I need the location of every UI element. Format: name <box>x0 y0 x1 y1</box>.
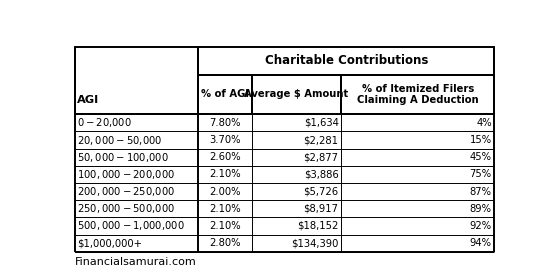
Text: 94%: 94% <box>470 238 492 248</box>
Text: $2,281: $2,281 <box>304 135 339 145</box>
Text: $2,877: $2,877 <box>304 152 339 162</box>
Text: $100,000 - $200,000: $100,000 - $200,000 <box>77 168 175 181</box>
Text: $1,000,000+: $1,000,000+ <box>77 238 142 248</box>
Text: 2.60%: 2.60% <box>209 152 241 162</box>
Text: $18,152: $18,152 <box>297 221 339 231</box>
Text: 4%: 4% <box>476 118 492 128</box>
Text: 2.80%: 2.80% <box>209 238 241 248</box>
Text: 92%: 92% <box>470 221 492 231</box>
Text: 7.80%: 7.80% <box>209 118 241 128</box>
Text: $50,000 - $100,000: $50,000 - $100,000 <box>77 151 169 164</box>
Text: $5,726: $5,726 <box>304 187 339 197</box>
Text: $250,000 - $500,000: $250,000 - $500,000 <box>77 202 175 215</box>
Text: 2.10%: 2.10% <box>209 204 241 214</box>
Text: Average $ Amount: Average $ Amount <box>244 89 349 100</box>
Text: $3,886: $3,886 <box>304 169 339 180</box>
Text: 75%: 75% <box>470 169 492 180</box>
Bar <box>252 75 341 114</box>
Text: 45%: 45% <box>470 152 492 162</box>
Bar <box>74 47 198 114</box>
Text: 2.10%: 2.10% <box>209 221 241 231</box>
Text: $20,000 - $50,000: $20,000 - $50,000 <box>77 134 163 147</box>
Bar <box>198 47 495 75</box>
Text: 2.00%: 2.00% <box>209 187 241 197</box>
Text: 89%: 89% <box>470 204 492 214</box>
Text: $200,000 - $250,000: $200,000 - $250,000 <box>77 185 175 198</box>
Text: $1,634: $1,634 <box>304 118 339 128</box>
Text: 87%: 87% <box>470 187 492 197</box>
Text: % of Itemized Filers
Claiming A Deduction: % of Itemized Filers Claiming A Deductio… <box>357 84 478 105</box>
Text: 2.10%: 2.10% <box>209 169 241 180</box>
Text: Financialsamurai.com: Financialsamurai.com <box>74 257 196 267</box>
Text: $8,917: $8,917 <box>304 204 339 214</box>
Text: $134,390: $134,390 <box>291 238 339 248</box>
Bar <box>198 75 252 114</box>
Text: $500,000 - $1,000,000: $500,000 - $1,000,000 <box>77 220 185 233</box>
Bar <box>341 75 495 114</box>
Text: Charitable Contributions: Charitable Contributions <box>265 54 428 67</box>
Text: 3.70%: 3.70% <box>209 135 241 145</box>
Text: AGI: AGI <box>77 95 99 104</box>
Text: $0 - $20,000: $0 - $20,000 <box>77 116 132 129</box>
Text: % of AGI: % of AGI <box>201 89 249 100</box>
Text: 15%: 15% <box>470 135 492 145</box>
